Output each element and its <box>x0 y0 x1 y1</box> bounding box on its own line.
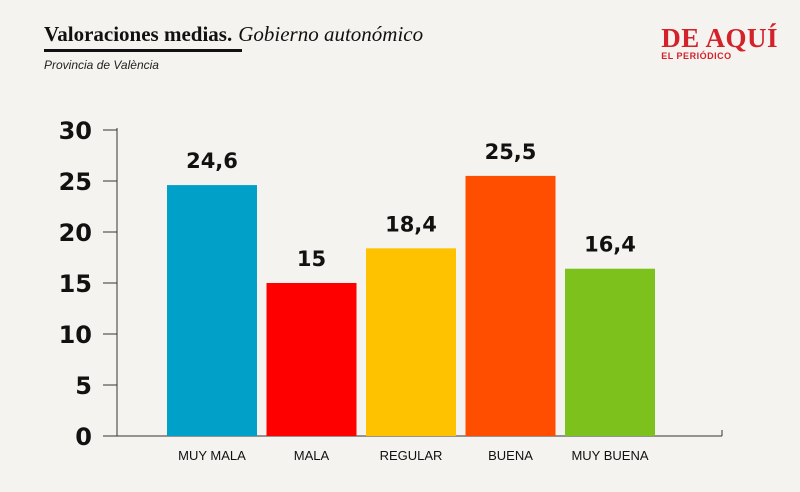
bar <box>167 185 257 436</box>
chart-title-sub: Gobierno autonómico <box>238 22 424 46</box>
brand-tagline: EL PERIÓDICO <box>661 51 732 61</box>
x-tick-label: BUENA <box>488 448 533 463</box>
brand-name: DE AQUÍ <box>661 23 778 53</box>
y-tick-label: 20 <box>59 219 92 247</box>
chart-subtitle: Provincia de València <box>44 58 159 72</box>
x-tick-label: REGULAR <box>380 448 443 463</box>
brand-logo: DE AQUÍ EL PERIÓDICO <box>661 24 778 61</box>
bar <box>366 248 456 436</box>
data-label: 15 <box>297 247 326 271</box>
x-tick-label: MALA <box>294 448 330 463</box>
y-tick-label: 15 <box>59 270 92 298</box>
y-tick-label: 10 <box>59 321 92 349</box>
bar <box>266 283 357 436</box>
data-label: 18,4 <box>385 212 437 236</box>
y-tick-label: 5 <box>75 372 92 400</box>
data-label: 25,5 <box>485 140 537 164</box>
data-label: 24,6 <box>186 149 238 173</box>
y-tick-label: 25 <box>59 168 92 196</box>
y-tick-label: 30 <box>59 117 92 145</box>
chart-title: Valoraciones medias. <box>44 22 233 46</box>
bar <box>465 175 556 436</box>
chart-header: Valoraciones medias. Gobierno autonómico … <box>44 22 423 72</box>
title-underline <box>44 49 242 52</box>
title-line: Valoraciones medias. Gobierno autonómico <box>44 22 423 46</box>
x-tick-label: MUY BUENA <box>571 448 648 463</box>
x-tick-label: MUY MALA <box>178 448 246 463</box>
bar <box>565 268 655 436</box>
data-label: 16,4 <box>584 233 636 257</box>
y-tick-label: 0 <box>75 423 92 451</box>
